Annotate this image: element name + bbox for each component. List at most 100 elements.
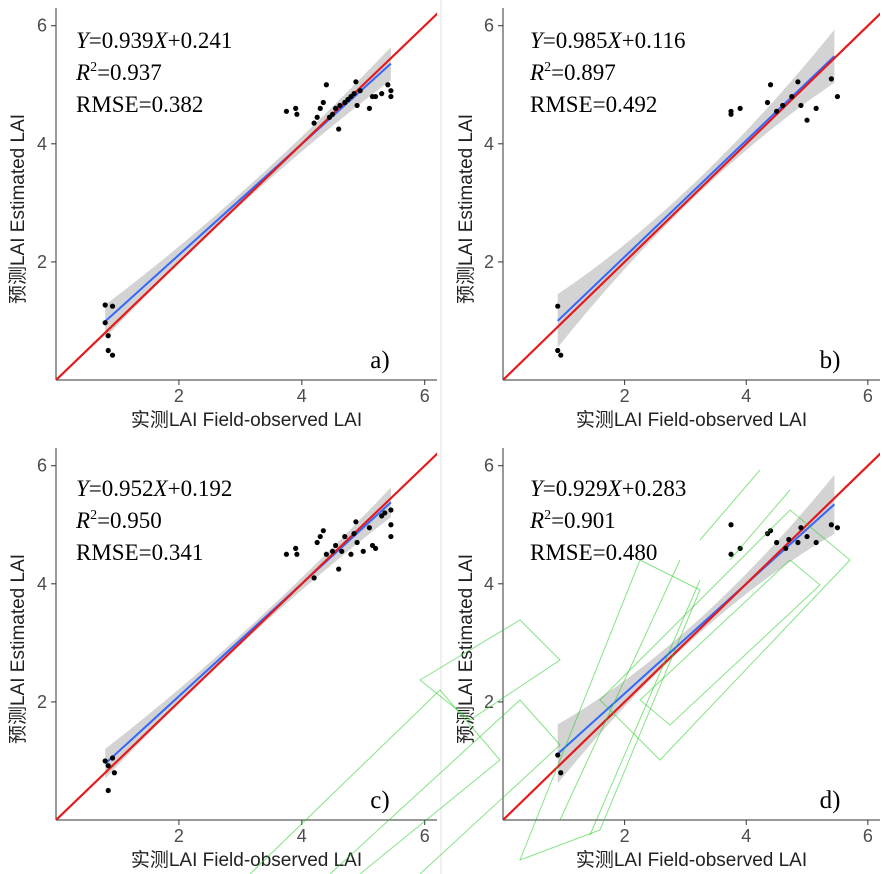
- r-squared-value: =0.950: [97, 508, 162, 533]
- y-tick-label: 4: [37, 134, 47, 154]
- data-point: [385, 82, 391, 88]
- data-point: [558, 770, 564, 776]
- data-point: [293, 105, 299, 111]
- data-point: [320, 528, 326, 534]
- data-point: [804, 533, 810, 540]
- one-to-one-line: [56, 452, 437, 820]
- data-point: [314, 539, 320, 546]
- watermark-stroke: [249, 689, 501, 874]
- regression-line: [557, 55, 836, 322]
- data-point: [783, 545, 789, 551]
- data-point: [372, 545, 379, 551]
- data-point: [329, 111, 336, 117]
- r-label: R: [75, 60, 90, 85]
- y-tick-label: 2: [484, 252, 494, 272]
- data-point: [828, 522, 834, 528]
- r-squared-text: R2=0.897: [529, 60, 616, 85]
- data-point: [336, 566, 342, 572]
- data-point: [767, 82, 774, 88]
- r-squared-value: =0.897: [551, 60, 616, 85]
- equation-part: =0.939: [89, 28, 154, 53]
- data-point: [366, 105, 373, 111]
- x-tick-label: 2: [620, 386, 630, 406]
- watermark-stroke: [519, 559, 701, 861]
- data-point: [342, 533, 348, 540]
- data-point: [372, 93, 379, 100]
- r-superscript: 2: [90, 60, 97, 75]
- r-superscript: 2: [544, 60, 551, 75]
- x-axis-title: 实测LAI Field-observed LAI: [131, 409, 362, 431]
- data-point: [828, 76, 834, 82]
- y-axis-title: 预测LAI Estimated LAI: [7, 114, 29, 304]
- y-tick-label: 6: [37, 456, 47, 476]
- data-point: [293, 545, 299, 551]
- one-to-one-line: [56, 12, 437, 380]
- equation-part: =0.985: [543, 28, 608, 53]
- data-point: [105, 763, 111, 769]
- regression-equation: Y=0.985X+0.116: [530, 28, 685, 53]
- data-point: [105, 347, 111, 354]
- data-point: [336, 126, 342, 132]
- panel-c: 2 4 6 2 4 6 实测LAI Field-observed LAI 预测LAI Esti…: [7, 448, 437, 871]
- regression-line: [557, 503, 836, 755]
- data-point: [834, 525, 841, 531]
- x-tick-label: 4: [741, 386, 751, 406]
- data-point: [105, 787, 111, 794]
- y-tick-label: 6: [484, 456, 494, 476]
- data-point: [102, 758, 108, 764]
- data-point: [311, 575, 317, 581]
- x-tick-label: 4: [297, 826, 307, 846]
- data-point: [283, 551, 290, 557]
- data-point: [337, 102, 343, 109]
- watermark-stroke: [699, 469, 791, 561]
- equation-part: +0.192: [168, 476, 233, 501]
- data-point: [323, 82, 329, 88]
- data-point: [764, 99, 771, 106]
- panel-b: 2 4 6 2 4 6 实测LAI Field-observed LAI 预测LAI Esti…: [455, 8, 880, 431]
- x-tick-label: 2: [620, 826, 630, 846]
- data-point: [804, 117, 810, 123]
- y-axis-title: 预测LAI Estimated LAI: [7, 554, 29, 744]
- data-point: [798, 102, 804, 109]
- equation-part: Y: [76, 476, 91, 501]
- data-point: [795, 79, 801, 85]
- regression-equation: Y=0.952X+0.192: [76, 476, 232, 501]
- data-point: [317, 533, 323, 540]
- x-tick-label: 2: [174, 826, 184, 846]
- data-point: [780, 102, 786, 109]
- equation-part: X: [153, 28, 169, 53]
- panel-label: a): [370, 347, 389, 374]
- x-axis-title: 实测LAI Field-observed LAI: [131, 849, 362, 871]
- equation-part: +0.283: [622, 476, 687, 501]
- data-point: [555, 347, 561, 354]
- plot-area: [56, 452, 437, 820]
- y-tick-label: 6: [484, 16, 494, 36]
- data-point: [354, 102, 360, 109]
- data-point: [786, 536, 792, 543]
- data-point: [283, 108, 290, 114]
- watermark-stroke: [559, 559, 701, 836]
- watermark-stamp: [249, 469, 851, 874]
- y-tick-label: 6: [37, 16, 47, 36]
- data-point: [555, 752, 561, 758]
- data-point: [388, 507, 394, 513]
- data-point: [333, 105, 339, 111]
- r-label: R: [529, 60, 544, 85]
- x-tick-label: 4: [741, 826, 751, 846]
- data-point: [388, 88, 394, 94]
- data-point: [351, 91, 357, 97]
- data-point: [311, 120, 317, 126]
- rmse-text: RMSE=0.341: [76, 540, 203, 565]
- data-point: [105, 333, 111, 339]
- data-point: [774, 539, 780, 546]
- data-point: [558, 352, 564, 358]
- plot-area: [503, 452, 880, 820]
- x-tick-label: 6: [420, 826, 430, 846]
- data-point: [789, 93, 795, 100]
- rmse-text: RMSE=0.382: [76, 92, 203, 117]
- y-axis-title: 预测LAI Estimated LAI: [455, 554, 477, 744]
- equation-part: X: [153, 476, 169, 501]
- data-point: [314, 114, 320, 120]
- data-point: [294, 111, 300, 117]
- data-point: [813, 105, 819, 111]
